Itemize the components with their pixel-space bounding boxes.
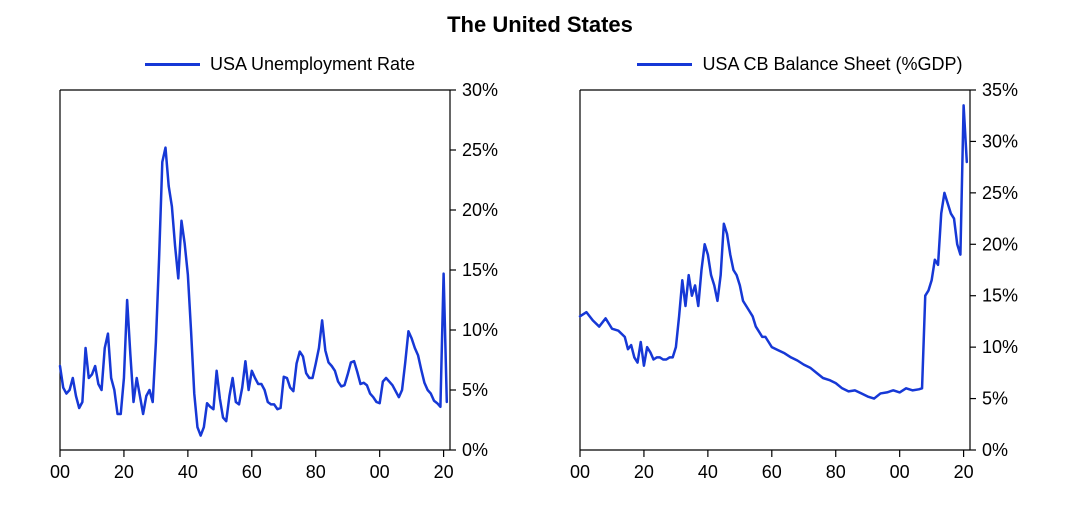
svg-text:0%: 0% — [982, 440, 1008, 460]
svg-text:0%: 0% — [462, 440, 488, 460]
svg-text:00: 00 — [890, 462, 910, 482]
svg-text:10%: 10% — [462, 320, 498, 340]
chart-cb-balance: USA CB Balance Sheet (%GDP) 002040608000… — [560, 48, 1040, 500]
svg-text:00: 00 — [570, 462, 590, 482]
svg-text:00: 00 — [370, 462, 390, 482]
svg-text:20: 20 — [114, 462, 134, 482]
svg-text:30%: 30% — [462, 80, 498, 100]
svg-text:20: 20 — [954, 462, 974, 482]
legend-swatch-icon — [145, 63, 200, 66]
legend-label: USA CB Balance Sheet (%GDP) — [702, 54, 962, 75]
legend-swatch-icon — [637, 63, 692, 66]
svg-text:5%: 5% — [462, 380, 488, 400]
svg-text:60: 60 — [242, 462, 262, 482]
legend-unemployment: USA Unemployment Rate — [145, 48, 415, 80]
chart-svg-cb-balance: 00 20 40 60 80 00 20 0% 5% 10% 15% 20% 25% 30% 35% — [560, 80, 1040, 500]
svg-text:20%: 20% — [982, 234, 1018, 254]
page: { "title": "The United States", "layout"… — [0, 0, 1080, 516]
svg-text:00: 00 — [50, 462, 70, 482]
legend-label: USA Unemployment Rate — [210, 54, 415, 75]
svg-text:20%: 20% — [462, 200, 498, 220]
svg-text:5%: 5% — [982, 389, 1008, 409]
svg-text:10%: 10% — [982, 337, 1018, 357]
svg-text:30%: 30% — [982, 131, 1018, 151]
svg-text:80: 80 — [826, 462, 846, 482]
svg-text:25%: 25% — [462, 140, 498, 160]
chart-svg-unemployment: 00 20 40 60 80 00 20 0% 5% 10% 15% 20% 25% 30% — [40, 80, 520, 500]
charts-row: USA Unemployment Rate 00 20 40 60 80 00 20 0% 5%… — [0, 48, 1080, 500]
page-title: The United States — [0, 12, 1080, 38]
svg-text:40: 40 — [698, 462, 718, 482]
legend-cb-balance: USA CB Balance Sheet (%GDP) — [637, 48, 962, 80]
svg-text:25%: 25% — [982, 183, 1018, 203]
svg-text:20: 20 — [634, 462, 654, 482]
chart-unemployment: USA Unemployment Rate 00 20 40 60 80 00 20 0% 5%… — [40, 48, 520, 500]
svg-text:60: 60 — [762, 462, 782, 482]
svg-text:20: 20 — [434, 462, 454, 482]
svg-text:80: 80 — [306, 462, 326, 482]
svg-text:40: 40 — [178, 462, 198, 482]
svg-text:15%: 15% — [462, 260, 498, 280]
svg-text:15%: 15% — [982, 286, 1018, 306]
svg-text:35%: 35% — [982, 80, 1018, 100]
